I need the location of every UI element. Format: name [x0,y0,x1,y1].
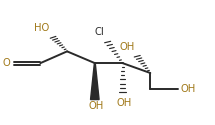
Text: HO: HO [34,24,49,34]
Text: OH: OH [181,84,196,94]
Text: OH: OH [119,42,134,52]
Text: OH: OH [88,102,103,112]
Text: OH: OH [116,98,131,108]
Polygon shape [91,63,99,100]
Text: O: O [3,58,11,68]
Text: Cl: Cl [95,27,104,37]
